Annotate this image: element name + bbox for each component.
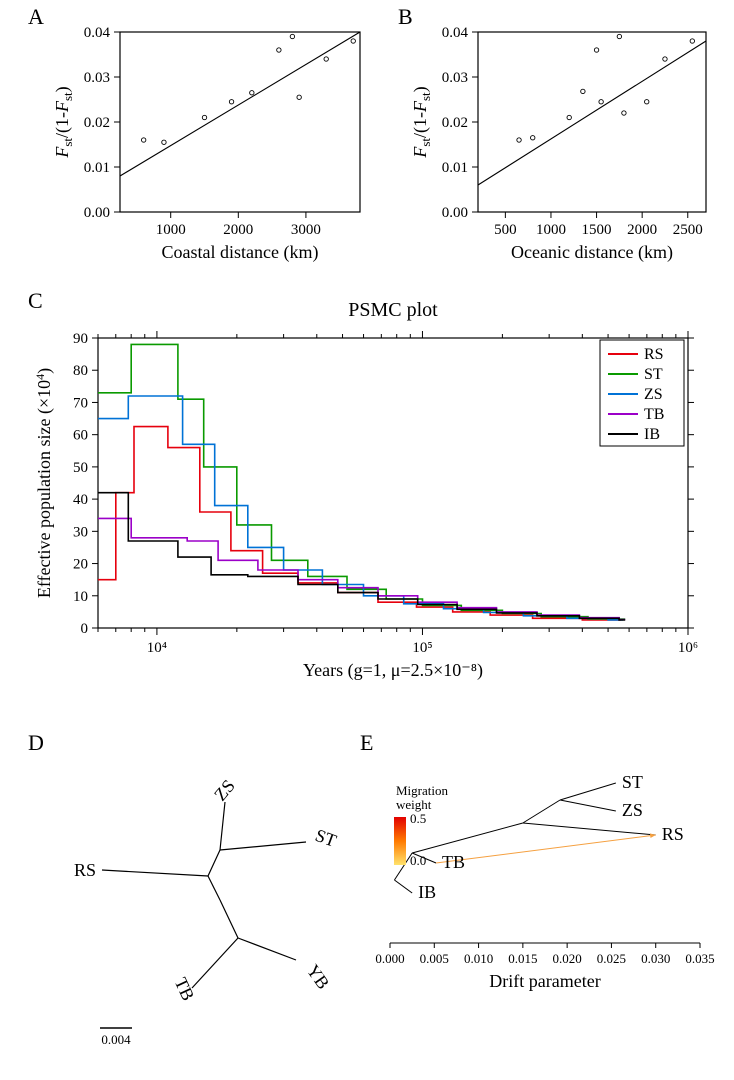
svg-text:50: 50 [73, 460, 88, 476]
svg-text:0.01: 0.01 [84, 160, 110, 176]
panel-label-e: E [360, 730, 373, 756]
svg-text:ST: ST [644, 366, 663, 383]
svg-text:TB: TB [644, 406, 664, 423]
svg-text:0.01: 0.01 [442, 160, 468, 176]
svg-text:weight: weight [396, 797, 432, 812]
svg-text:0.04: 0.04 [84, 25, 111, 41]
svg-text:IB: IB [418, 882, 436, 902]
panel-d-tree: ZS ST RS YB TB 0.004 [40, 760, 340, 1060]
svg-text:0.0: 0.0 [410, 853, 426, 868]
svg-text:3000: 3000 [291, 222, 321, 238]
svg-text:2500: 2500 [673, 222, 703, 238]
svg-text:10⁵: 10⁵ [412, 640, 432, 656]
panel-b-chart: 500 1000 1500 2000 2500 0.00 0.01 0.02 0.03 0.04 O… [406, 14, 726, 274]
svg-text:0.005: 0.005 [420, 951, 449, 966]
svg-text:ST: ST [622, 772, 643, 792]
svg-text:20: 20 [73, 557, 88, 573]
svg-text:RS: RS [662, 824, 684, 844]
panel-label-d: D [28, 730, 44, 756]
svg-text:1000: 1000 [156, 222, 186, 238]
svg-text:0.04: 0.04 [442, 25, 469, 41]
svg-text:1000: 1000 [536, 222, 566, 238]
svg-text:TB: TB [442, 852, 465, 872]
svg-text:2000: 2000 [627, 222, 657, 238]
svg-text:0.004: 0.004 [101, 1032, 131, 1047]
svg-text:0.5: 0.5 [410, 811, 426, 826]
svg-text:0.030: 0.030 [641, 951, 670, 966]
svg-text:RS: RS [74, 860, 96, 880]
svg-text:RS: RS [644, 346, 664, 363]
svg-text:0.00: 0.00 [84, 205, 110, 221]
svg-text:ST: ST [313, 825, 340, 851]
svg-text:0.03: 0.03 [84, 70, 110, 86]
svg-text:Drift parameter: Drift parameter [489, 971, 600, 991]
svg-text:1500: 1500 [582, 222, 612, 238]
svg-text:80: 80 [73, 363, 88, 379]
svg-text:ZS: ZS [644, 386, 663, 403]
svg-text:0.035: 0.035 [685, 951, 714, 966]
svg-text:Effective population size (×10: Effective population size (×104) [33, 368, 55, 598]
svg-text:10: 10 [73, 589, 88, 605]
svg-text:60: 60 [73, 428, 88, 444]
svg-text:0.025: 0.025 [597, 951, 626, 966]
svg-text:90: 90 [73, 331, 88, 347]
svg-text:30: 30 [73, 524, 88, 540]
svg-text:PSMC plot: PSMC plot [348, 299, 438, 321]
svg-text:10⁶: 10⁶ [678, 640, 698, 656]
svg-text:Coastal distance (km): Coastal distance (km) [162, 242, 319, 263]
svg-text:500: 500 [494, 222, 517, 238]
panel-e-tree: ST ZS RS TB IB 0.000 0.005 0.010 0.015 0.020 0.025… [350, 755, 730, 1055]
svg-text:ZS: ZS [210, 776, 239, 805]
panel-label-a: A [28, 4, 44, 30]
svg-text:IB: IB [644, 426, 660, 443]
panel-c-chart: PSMC plot 0 10 20 30 40 50 60 70 80 90 10⁴ 10⁵ 10⁶ RS S… [28, 296, 718, 716]
svg-text:Years (g=1, μ=2.5×10⁻⁸): Years (g=1, μ=2.5×10⁻⁸) [303, 660, 483, 681]
svg-text:40: 40 [73, 492, 88, 508]
svg-text:Oceanic distance (km): Oceanic distance (km) [511, 242, 673, 263]
svg-text:0: 0 [81, 621, 89, 637]
svg-text:0.02: 0.02 [84, 115, 110, 131]
svg-text:Fst/(1-Fst): Fst/(1-Fst) [410, 86, 433, 158]
svg-text:Fst/(1-Fst): Fst/(1-Fst) [52, 86, 75, 158]
svg-text:TB: TB [171, 974, 199, 1003]
figure-root: A B C D E 1000200030000.000.010.020.030.… [0, 0, 734, 1080]
svg-text:ZS: ZS [622, 800, 643, 820]
svg-text:Migration: Migration [396, 783, 448, 798]
svg-text:0.03: 0.03 [442, 70, 468, 86]
svg-text:0.000: 0.000 [375, 951, 404, 966]
panel-a-chart: 1000 2000 3000 0.00 0.01 0.02 0.03 0.04 Coastal … [48, 14, 378, 274]
svg-text:0.020: 0.020 [553, 951, 582, 966]
svg-text:0.00: 0.00 [442, 205, 468, 221]
svg-text:70: 70 [73, 395, 88, 411]
svg-text:0.02: 0.02 [442, 115, 468, 131]
svg-text:10⁴: 10⁴ [147, 640, 167, 656]
svg-text:0.010: 0.010 [464, 951, 493, 966]
svg-text:2000: 2000 [223, 222, 253, 238]
svg-text:YB: YB [303, 961, 334, 993]
svg-text:0.015: 0.015 [508, 951, 537, 966]
